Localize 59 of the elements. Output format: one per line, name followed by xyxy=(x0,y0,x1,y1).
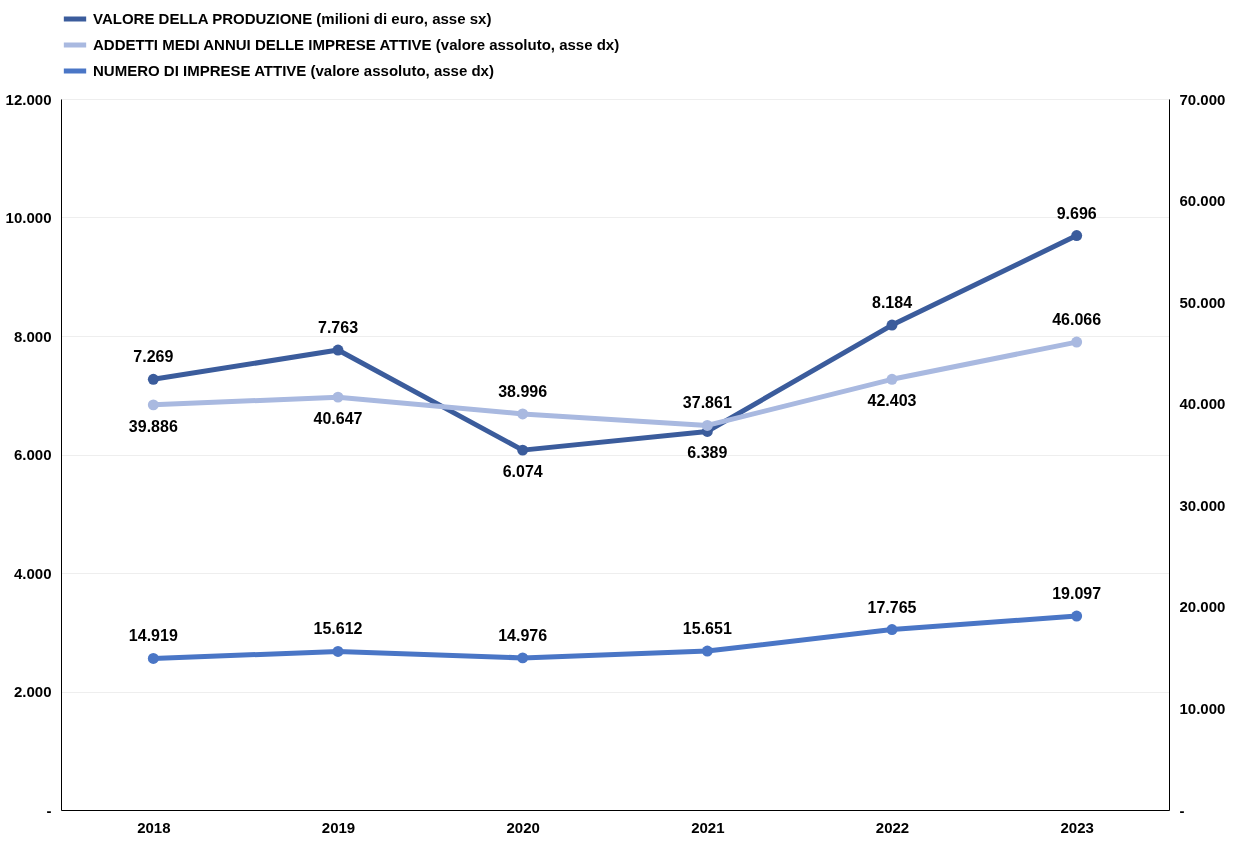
y-tick-label: 8.000 xyxy=(13,327,52,345)
data-label: 14.919 xyxy=(128,627,178,645)
data-label: 19.097 xyxy=(1052,585,1102,603)
legend-label: NUMERO DI IMPRESE ATTIVE (valore assoluto, asse dx) xyxy=(93,62,494,79)
point xyxy=(517,652,529,664)
x-tick-label: 2018 xyxy=(137,818,171,836)
point xyxy=(886,319,898,331)
data-label: 38.996 xyxy=(498,382,548,400)
y2-tick-label: 10.000 xyxy=(1179,699,1226,717)
y-tick-label: 6.000 xyxy=(13,446,52,463)
data-label: 15.651 xyxy=(682,620,732,638)
point xyxy=(147,373,159,385)
point xyxy=(1071,336,1083,348)
data-label: 6.389 xyxy=(687,444,728,462)
data-label: 39.886 xyxy=(128,417,178,435)
data-label: 15.612 xyxy=(313,620,363,638)
y2-tick-label: 60.000 xyxy=(1179,192,1226,210)
point xyxy=(332,344,344,356)
data-label: 7.763 xyxy=(317,319,359,337)
point xyxy=(147,399,159,411)
point xyxy=(701,419,713,431)
x-tick-label: 2022 xyxy=(875,818,910,836)
y-tick-label: 12.000 xyxy=(5,90,52,108)
y2-tick-label: 70.000 xyxy=(1179,90,1226,108)
data-label: 46.066 xyxy=(1052,311,1102,329)
y-tick-label: 4.000 xyxy=(13,564,52,582)
point xyxy=(886,373,898,385)
data-label: 37.861 xyxy=(682,394,732,412)
point xyxy=(701,645,713,657)
data-label: 6.074 xyxy=(502,463,543,481)
data-label: 42.403 xyxy=(867,392,917,410)
y-tick-label: - xyxy=(46,801,52,819)
legend-label: ADDETTI MEDI ANNUI DELLE IMPRESE ATTIVE (valore assoluto, asse dx) xyxy=(93,36,620,53)
y-tick-label: 10.000 xyxy=(5,209,52,226)
point xyxy=(517,408,529,420)
y2-tick-label: - xyxy=(1179,801,1185,819)
data-label: 7.269 xyxy=(133,348,174,366)
x-tick-label: 2021 xyxy=(691,818,725,836)
y2-tick-label: 50.000 xyxy=(1179,293,1226,311)
point xyxy=(1071,610,1083,622)
data-label: 9.696 xyxy=(1056,204,1097,222)
x-tick-label: 2023 xyxy=(1060,818,1094,836)
y2-tick-label: 30.000 xyxy=(1179,496,1226,514)
x-tick-label: 2019 xyxy=(321,818,356,836)
y2-tick-label: 20.000 xyxy=(1179,598,1226,616)
y-tick-label: 2.000 xyxy=(13,683,52,700)
point xyxy=(332,645,344,657)
point xyxy=(147,653,159,664)
data-label: 8.184 xyxy=(871,294,913,312)
legend-label: VALORE DELLA PRODUZIONE (milioni di euro, asse sx) xyxy=(93,10,492,27)
point xyxy=(332,391,344,403)
data-label: 17.765 xyxy=(867,598,917,616)
y2-tick-label: 40.000 xyxy=(1179,395,1226,413)
data-label: 40.647 xyxy=(313,410,363,428)
x-tick-label: 2020 xyxy=(506,818,540,836)
data-label: 14.976 xyxy=(498,626,548,644)
point xyxy=(1071,230,1083,241)
point xyxy=(517,444,529,456)
point xyxy=(886,624,898,636)
